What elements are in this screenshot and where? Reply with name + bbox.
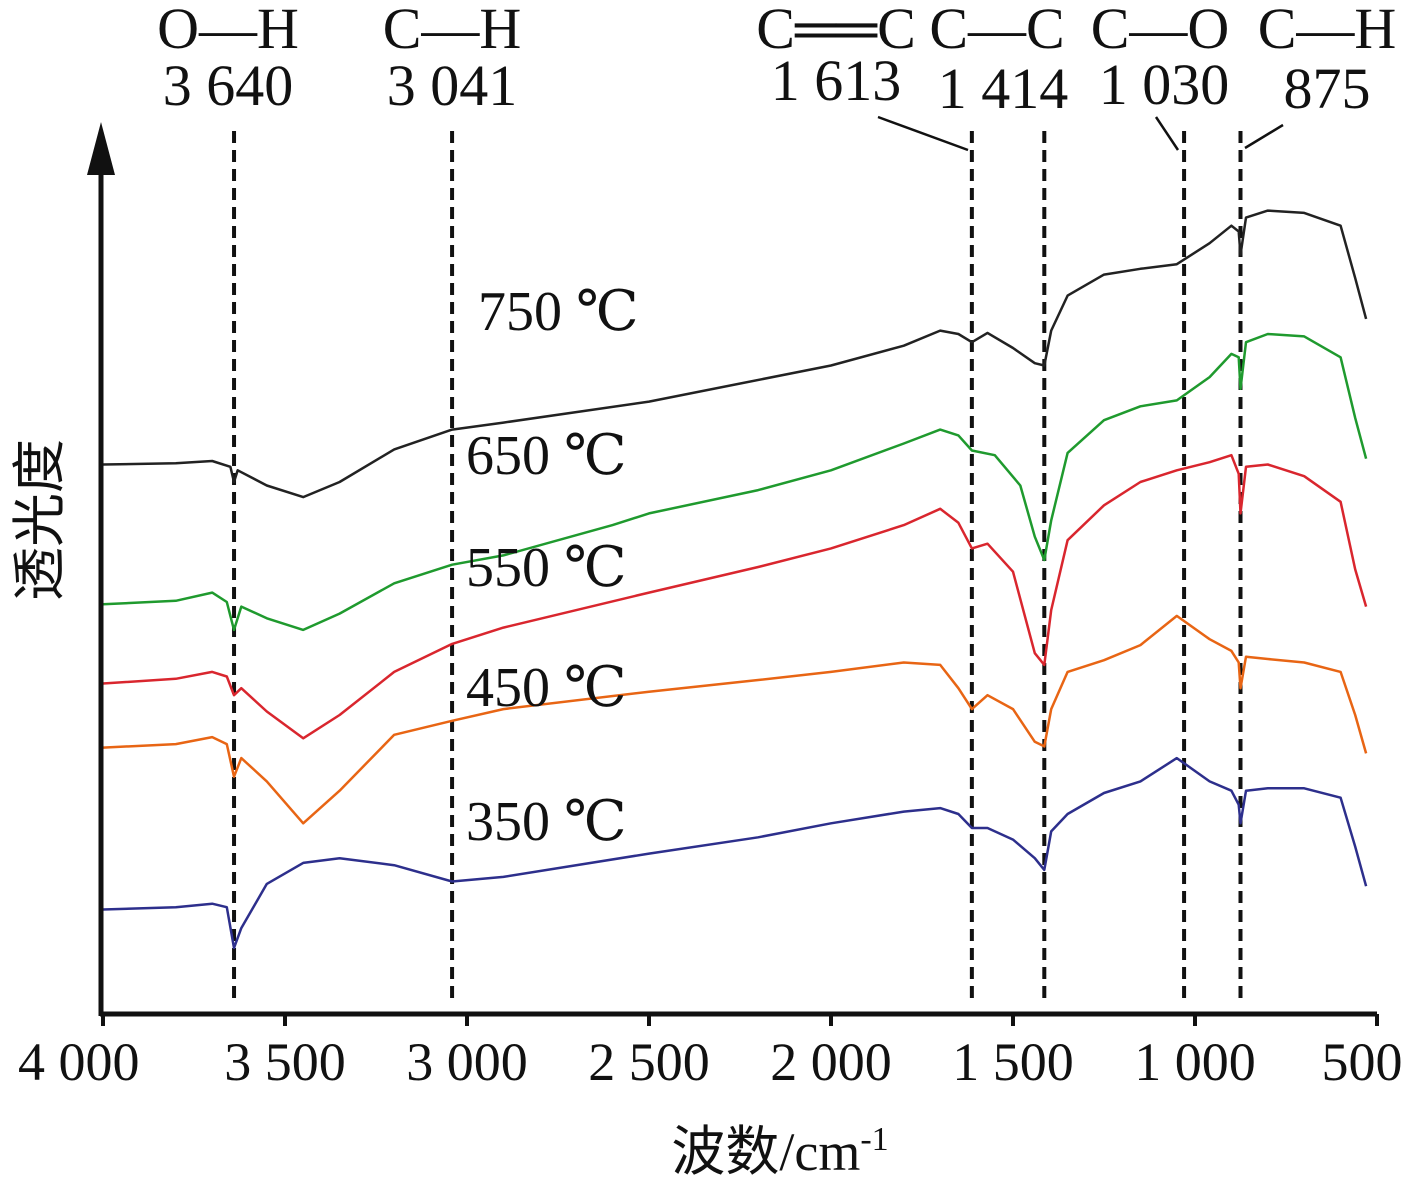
axes	[87, 122, 1377, 1017]
x-tick-label-1000: 1 000	[1134, 1032, 1256, 1092]
band-wavenumber-label-875: 875	[1284, 56, 1371, 121]
band-bond-label-1030: C—O	[1091, 0, 1230, 61]
series-line-650	[102, 332, 1368, 632]
band-wavenumber-label-1613: 1 613	[771, 48, 902, 113]
series-label-650: 650 ℃	[466, 425, 627, 487]
series-line-550	[102, 453, 1368, 740]
band-bond-label-3041: C—H	[383, 0, 522, 61]
x-tick-label-1500: 1 500	[952, 1032, 1074, 1092]
x-tick-label-2000: 2 000	[770, 1032, 892, 1092]
series-label-450: 450 ℃	[466, 657, 627, 719]
series-line-350	[102, 756, 1368, 950]
band-bond-label-875: C—H	[1258, 0, 1397, 61]
x-tick-label-3500: 3 500	[224, 1032, 346, 1092]
x-axis-title: 波数/cm-1	[671, 1121, 888, 1181]
series-label-750: 750 ℃	[478, 281, 639, 343]
y-axis-arrow	[87, 122, 115, 175]
x-tick-label-500: 500	[1322, 1032, 1403, 1092]
x-tick-label-2500: 2 500	[588, 1032, 710, 1092]
series-labels: 750 ℃ 650 ℃ 550 ℃ 450 ℃ 350 ℃	[466, 281, 639, 853]
band-wavenumber-label-3640: 3 640	[163, 53, 294, 118]
band-wavenumber-label-1414: 1 414	[938, 56, 1069, 121]
band-bond-label-1414: C—C	[929, 0, 1064, 61]
x-tick-label-3000: 3 000	[406, 1032, 528, 1092]
band-wavenumber-label-1030: 1 030	[1099, 52, 1230, 117]
series-line-450	[102, 614, 1368, 825]
band-label-leaders	[877, 115, 1284, 152]
series-line-750	[102, 209, 1368, 499]
leader-line-1613	[877, 115, 969, 152]
series-label-550: 550 ℃	[466, 537, 627, 599]
x-axis-ticks: 4 000 3 500 3 000 2 500 2 000 1 500 1 000 500	[18, 1014, 1403, 1092]
band-bond-label-1613: C══C	[756, 0, 916, 61]
x-tick-label-4000: 4 000	[18, 1032, 140, 1092]
y-axis-title: 透光度	[10, 439, 70, 601]
leader-line-875	[1244, 123, 1284, 150]
reference-lines	[232, 125, 1243, 998]
spectra-series	[102, 209, 1368, 950]
band-wavenumber-label-3041: 3 041	[387, 53, 518, 118]
series-label-350: 350 ℃	[466, 791, 627, 853]
x-axis-title-superscript: -1	[860, 1121, 888, 1158]
leader-line-1030	[1154, 116, 1180, 151]
band-bond-label-3640: O—H	[157, 0, 299, 61]
